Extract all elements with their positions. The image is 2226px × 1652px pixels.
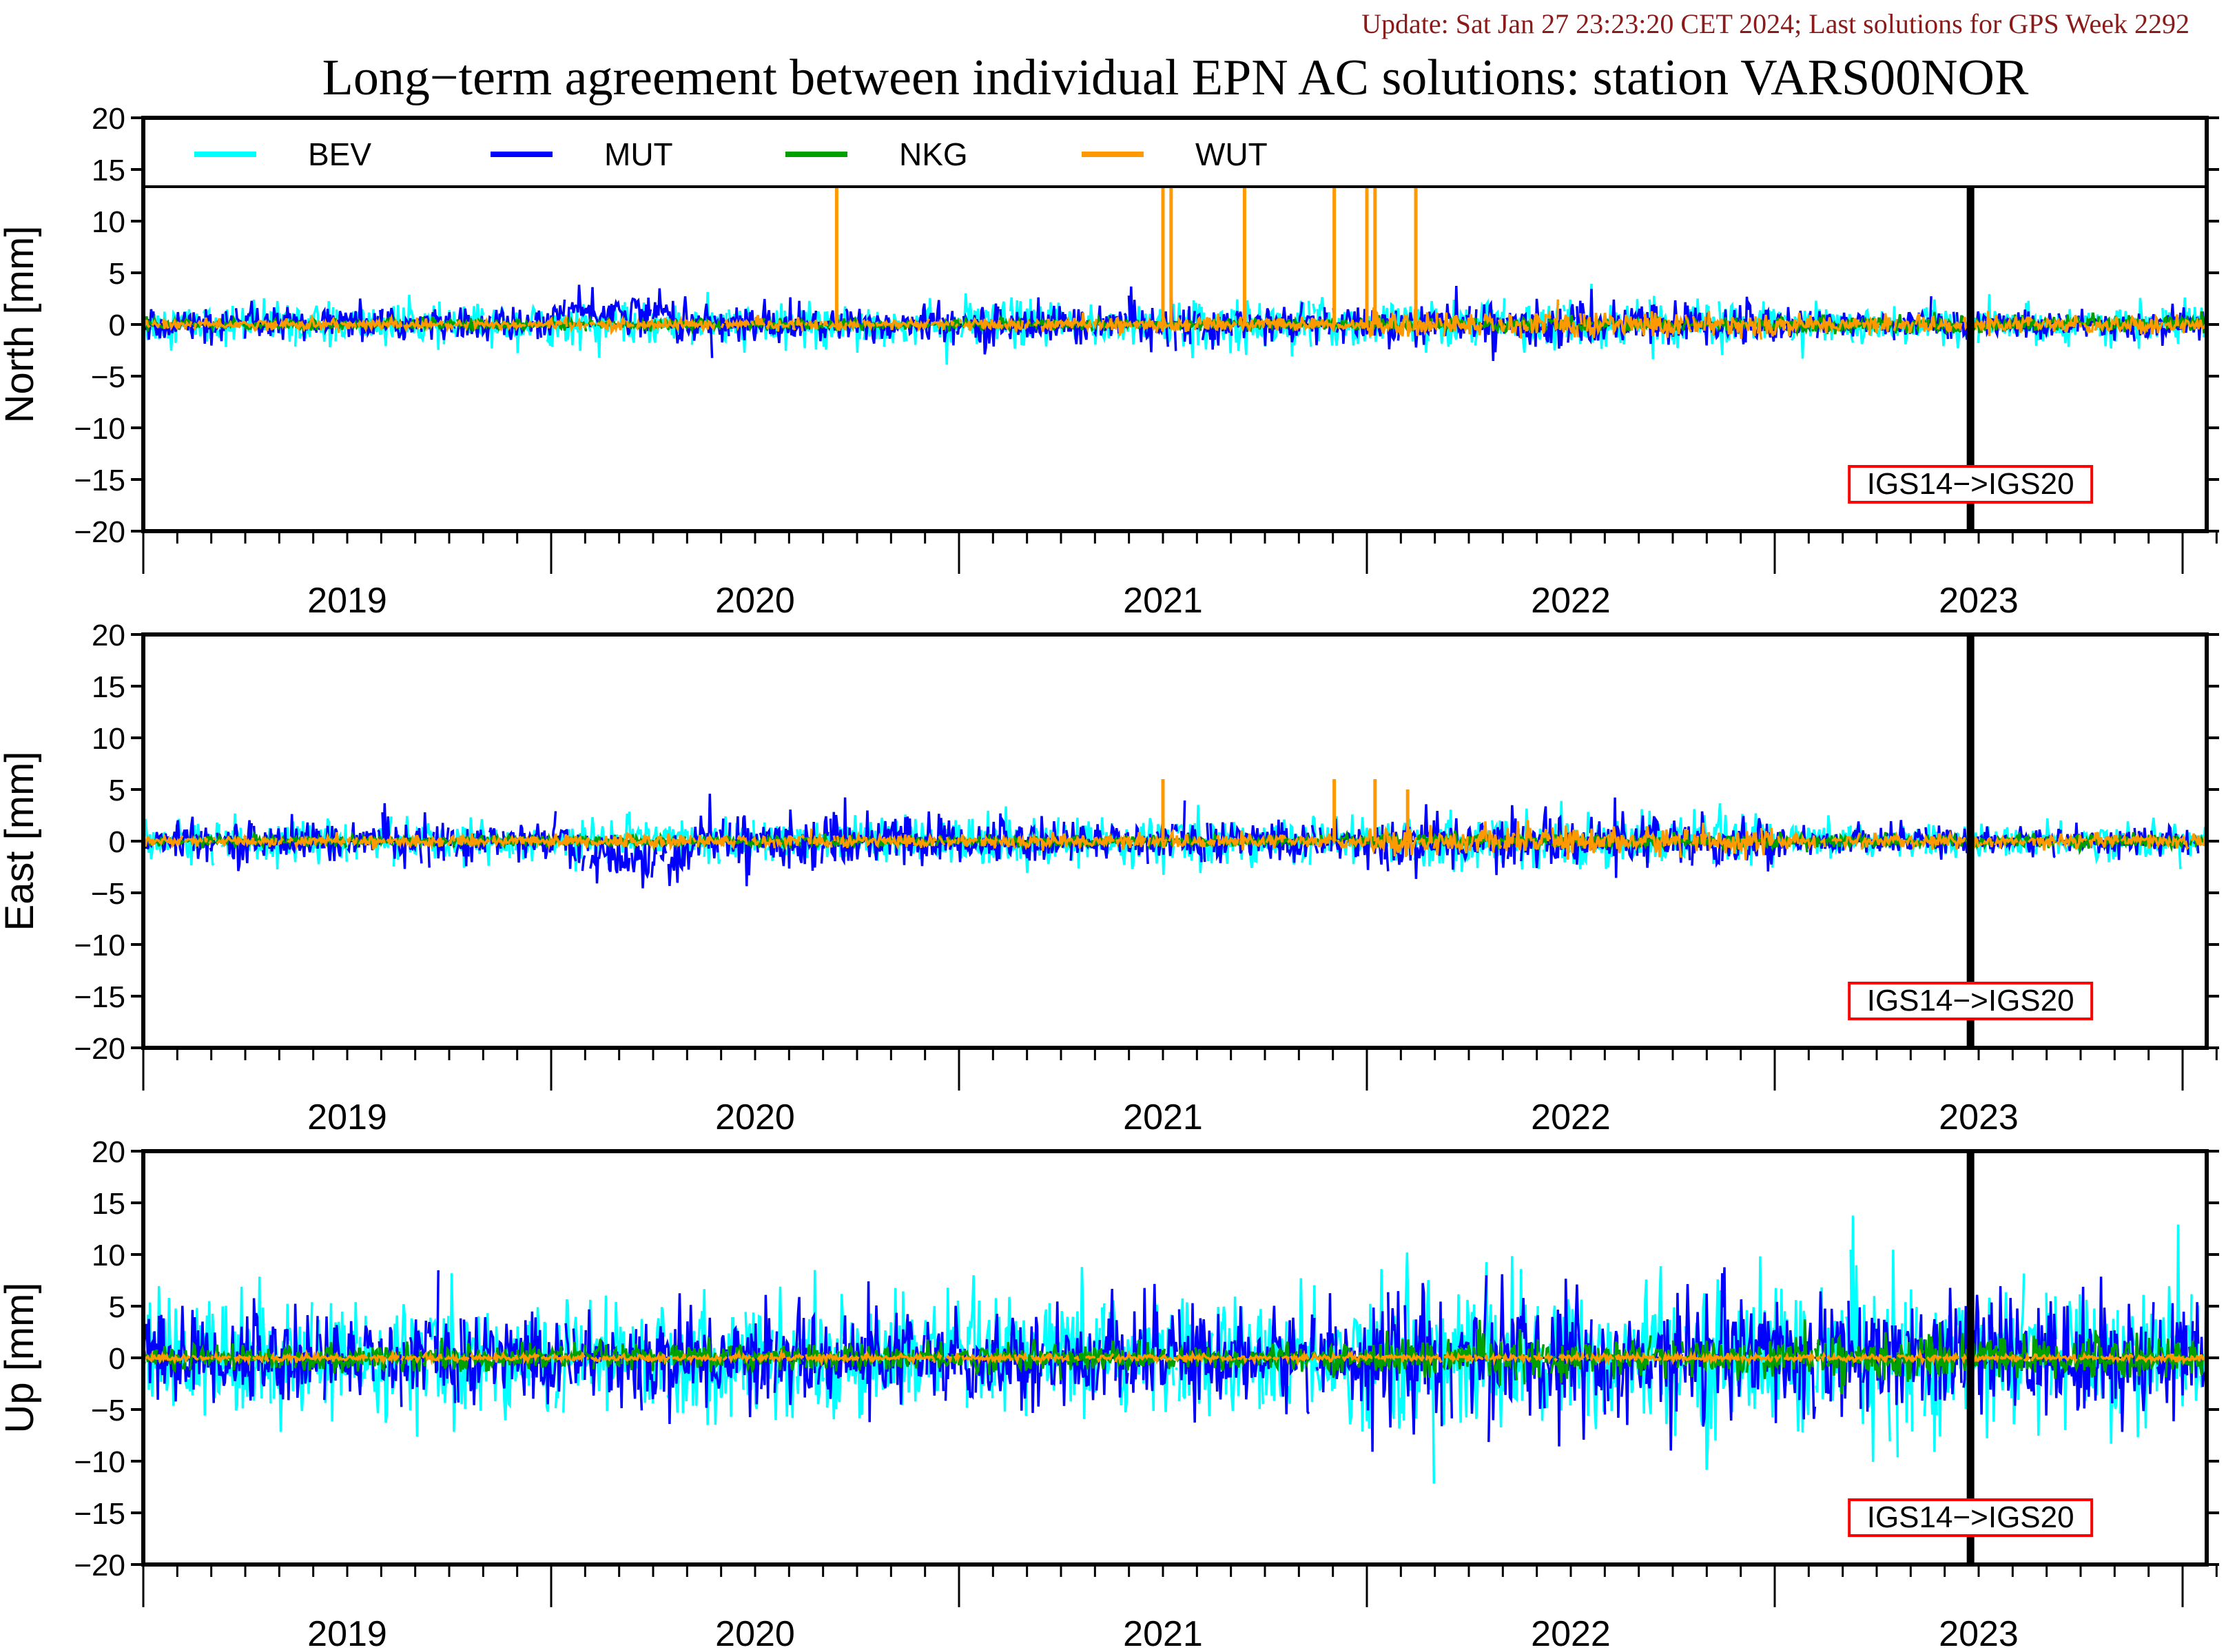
frame-change-label: IGS14−>IGS20 — [1867, 1500, 2074, 1534]
y-tick-label: −5 — [91, 877, 125, 911]
plot-frame-top — [141, 116, 2209, 533]
x-year-label: 2019 — [307, 581, 387, 621]
page-title: Long−term agreement between individual E… — [322, 50, 2029, 106]
series-line-WUT — [143, 1348, 2207, 1367]
y-tick-label: 5 — [109, 257, 125, 291]
panel-east: East [mm] 20 15 10 5 0 −5 −10 −15 −20 IGS14−>IGS20… — [0, 619, 2219, 1137]
x-year-label: 2020 — [715, 581, 795, 621]
legend-label-NKG: NKG — [899, 136, 968, 172]
x-year-label: 2022 — [1531, 1097, 1611, 1137]
y-tick-label: 10 — [92, 722, 125, 756]
y-tick-label: −10 — [74, 929, 125, 962]
legend-label-WUT: WUT — [1195, 136, 1268, 172]
x-year-label: 2023 — [1939, 581, 2019, 621]
y-tick-label: 10 — [92, 1239, 125, 1272]
legend-label-MUT: MUT — [604, 136, 673, 172]
y-tick-label: −15 — [74, 1497, 125, 1531]
x-year-label: 2019 — [307, 1614, 387, 1652]
x-year-label: 2020 — [715, 1097, 795, 1137]
legend-label-BEV: BEV — [308, 136, 371, 172]
series-line-WUT — [143, 820, 2207, 860]
y-tick-label: 15 — [92, 670, 125, 704]
y-tick-label: 15 — [92, 154, 125, 187]
x-year-label: 2021 — [1123, 1097, 1203, 1137]
y-tick-label: 0 — [109, 309, 125, 342]
plot-frame — [141, 632, 2209, 1050]
x-year-label: 2021 — [1123, 581, 1203, 621]
y-tick-label: −15 — [74, 980, 125, 1014]
x-year-label: 2020 — [715, 1614, 795, 1652]
y-tick-label: 5 — [109, 1290, 125, 1324]
y-axis-label: North [mm] — [0, 226, 42, 424]
y-axis-label: Up [mm] — [0, 1282, 42, 1433]
y-tick-label: 20 — [92, 102, 125, 136]
y-tick-label: 10 — [92, 205, 125, 239]
x-year-label: 2022 — [1531, 1614, 1611, 1652]
y-tick-label: −5 — [91, 1394, 125, 1427]
frame-change-label: IGS14−>IGS20 — [1867, 467, 2074, 501]
y-tick-label: 5 — [109, 774, 125, 807]
frame-change-box — [1848, 1498, 2094, 1537]
plot-frame — [141, 1149, 2209, 1567]
chart-panels: North [mm] 20 15 10 5 0 −5 −10 −15 −20 IGS14−>IGS2… — [0, 102, 2219, 1652]
series-line-WUT — [143, 299, 2207, 340]
y-tick-label: −20 — [74, 1549, 125, 1582]
panel-up: Up [mm] 20 15 10 5 0 −5 −10 −15 −20 IGS14−>IGS20 20… — [0, 1135, 2219, 1652]
frame-change-box — [1848, 465, 2094, 504]
y-tick-label: −10 — [74, 412, 125, 446]
frame-change-box — [1848, 982, 2094, 1020]
update-text: Update: Sat Jan 27 23:23:20 CET 2024; La… — [1361, 8, 2189, 39]
x-year-label: 2019 — [307, 1097, 387, 1137]
x-year-label: 2023 — [1939, 1614, 2019, 1652]
panel-north: North [mm] 20 15 10 5 0 −5 −10 −15 −20 IGS14−>IGS2… — [0, 102, 2219, 621]
y-tick-label: −20 — [74, 1032, 125, 1066]
x-year-label: 2023 — [1939, 1097, 2019, 1137]
y-axis-label: East [mm] — [0, 751, 42, 931]
y-tick-label: 20 — [92, 1135, 125, 1169]
legend-background — [145, 120, 2205, 185]
x-year-label: 2022 — [1531, 581, 1611, 621]
y-tick-label: 20 — [92, 619, 125, 652]
y-tick-label: 0 — [109, 1342, 125, 1376]
y-tick-label: −15 — [74, 464, 125, 497]
y-tick-label: 0 — [109, 825, 125, 859]
y-tick-label: −10 — [74, 1445, 125, 1479]
y-tick-label: −20 — [74, 515, 125, 549]
y-tick-label: −5 — [91, 360, 125, 394]
y-tick-label: 15 — [92, 1187, 125, 1221]
frame-change-label: IGS14−>IGS20 — [1867, 984, 2074, 1018]
x-year-label: 2021 — [1123, 1614, 1203, 1652]
